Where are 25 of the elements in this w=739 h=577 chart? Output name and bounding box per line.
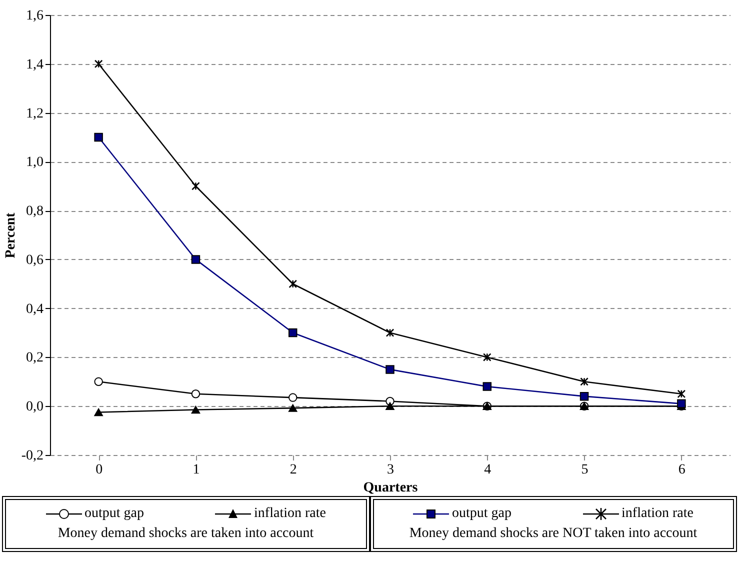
y-tick-label: 1,6 [26, 8, 44, 24]
legend-label: inflation rate [254, 506, 326, 522]
x-axis-title: Quarters [363, 480, 418, 496]
y-tick-label: 1,0 [26, 155, 44, 170]
legend-label: output gap [452, 506, 512, 522]
x-tick-label: 2 [290, 462, 297, 478]
y-tick-label: 0,0 [26, 400, 44, 415]
x-tick-label: 1 [192, 462, 200, 478]
legend-label: output gap [84, 506, 144, 522]
text: Money demand shocks are taken into account [56, 526, 315, 542]
y-tick-label: 0,6 [26, 252, 44, 268]
x-tick-label: 4 [484, 462, 492, 478]
x-tick-label: 6 [678, 462, 686, 478]
y-tick-label: 0,4 [26, 302, 44, 317]
y-tick-label: 1,2 [26, 106, 44, 122]
y-tick-label: 1,4 [26, 57, 44, 72]
x-tick-label: 5 [581, 462, 588, 478]
y-tick-label: -0,2 [21, 448, 44, 464]
y-axis-title: Percent [3, 212, 18, 258]
y-tick-label: 0,2 [26, 350, 44, 366]
x-tick-label: 0 [96, 462, 103, 478]
x-tick-label: 3 [387, 462, 394, 478]
legend-label: inflation rate [622, 506, 694, 522]
text: Money demand shocks are NOT taken into account [408, 526, 698, 542]
y-tick-label: 0,8 [26, 204, 44, 220]
